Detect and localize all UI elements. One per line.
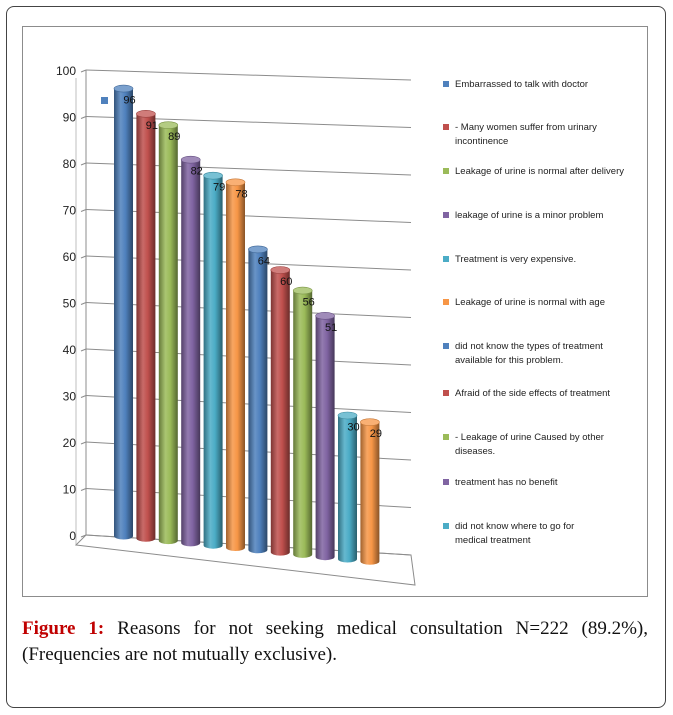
bar-top	[270, 266, 291, 274]
data-label: 29	[370, 428, 382, 440]
legend-label: available for this problem.	[455, 355, 563, 366]
legend-label: Afraid of the side effects of treatment	[455, 388, 610, 399]
legend-label: medical treatment	[455, 535, 531, 546]
y-tick-mark	[80, 441, 87, 445]
bar	[270, 270, 290, 556]
data-label: 60	[280, 276, 292, 288]
data-label: 78	[235, 188, 247, 200]
bar	[203, 175, 223, 549]
legend-swatch	[443, 212, 449, 218]
legend-label: - Many women suffer from urinary	[455, 122, 597, 133]
figure-caption-text: Reasons for not seeking medical consulta…	[22, 618, 649, 665]
legend-swatch	[443, 390, 449, 396]
legend-label: Leakage of urine is normal after deliver…	[455, 166, 624, 177]
gridline	[85, 69, 412, 81]
legend-swatch	[443, 343, 449, 349]
y-tick-label: 70	[63, 204, 77, 218]
legend-swatch	[443, 299, 449, 305]
bar	[181, 159, 201, 547]
data-label: 64	[258, 255, 270, 267]
y-tick-label: 80	[63, 157, 77, 171]
legend-label: Treatment is very expensive.	[455, 254, 576, 265]
legend-swatch	[443, 523, 449, 529]
figure-label: Figure 1:	[22, 618, 105, 639]
y-tick-label: 50	[63, 297, 77, 311]
legend-label: Leakage of urine is normal with age	[455, 297, 605, 308]
bar	[226, 182, 245, 552]
y-tick-mark	[80, 209, 87, 212]
gridline	[85, 209, 412, 223]
y-tick-label: 30	[63, 390, 77, 404]
bar-chart: 0 10 20 30 40 50 60 70 80 90 100 96 91 89 82 79 78 64 60 56…	[56, 64, 624, 586]
bar	[315, 315, 335, 561]
legend-label: did not know the types of treatment	[455, 341, 603, 352]
bar	[360, 422, 380, 565]
bar-top	[225, 178, 246, 187]
legend-label: - Leakage of urine Caused by other	[455, 432, 604, 443]
y-tick-label: 40	[63, 343, 77, 357]
legend-label: diseases.	[455, 446, 495, 457]
bar	[248, 249, 268, 554]
y-tick-mark	[80, 116, 87, 119]
y-tick-label: 10	[63, 483, 77, 497]
y-tick-mark	[80, 488, 87, 491]
series-marker	[101, 97, 108, 104]
bar-top	[158, 121, 179, 129]
y-tick-mark	[80, 162, 87, 166]
gridline	[85, 162, 412, 176]
data-label: 91	[146, 120, 158, 132]
legend-swatch	[443, 124, 449, 130]
legend-swatch	[443, 479, 449, 485]
legend-swatch	[443, 168, 449, 174]
y-tick-label: 20	[63, 436, 77, 450]
y-tick-mark	[80, 302, 87, 305]
bar-top	[248, 245, 268, 254]
legend-label: did not know where to go for	[455, 521, 574, 532]
bar	[293, 290, 313, 558]
data-label: 79	[213, 182, 225, 194]
y-tick-mark	[80, 348, 87, 352]
bar	[114, 88, 133, 540]
data-label: 30	[347, 422, 359, 434]
figure-caption: Figure 1: Reasons for not seeking medica…	[22, 616, 648, 668]
figure-frame	[6, 6, 666, 708]
legend-swatch	[443, 256, 449, 262]
bar-top	[315, 312, 335, 320]
legend-swatch	[443, 81, 449, 87]
legend-label: Embarrassed to talk with doctor	[455, 79, 588, 90]
bar-top	[203, 171, 223, 180]
data-label: 96	[123, 95, 135, 107]
legend-label: treatment has no benefit	[455, 477, 558, 488]
legend-label: leakage of urine is a minor problem	[455, 210, 603, 221]
y-tick-mark	[80, 255, 87, 259]
y-tick-label: 90	[63, 111, 77, 125]
data-label: 82	[191, 166, 203, 178]
y-tick-mark	[80, 395, 87, 398]
data-label: 89	[168, 131, 180, 143]
data-label: 51	[325, 322, 337, 334]
data-label: 56	[303, 297, 315, 309]
bar-top	[360, 418, 380, 426]
bar-top	[136, 110, 156, 118]
bar	[136, 113, 156, 542]
legend-swatch	[443, 434, 449, 440]
bar	[338, 415, 357, 563]
y-tick-label: 60	[63, 250, 77, 264]
bar-top	[180, 155, 201, 164]
bar-top	[113, 84, 134, 93]
y-tick-label: 0	[69, 529, 76, 543]
chart-area: 0 10 20 30 40 50 60 70 80 90 100 96 91 89 82 79 78 64 60 56…	[22, 26, 648, 597]
legend-label: incontinence	[455, 136, 508, 147]
bar-top	[337, 411, 358, 420]
bar-top	[292, 286, 313, 295]
bar	[158, 125, 178, 545]
y-tick-mark	[80, 69, 87, 73]
gridline	[85, 116, 412, 128]
y-tick-label: 100	[56, 64, 76, 78]
